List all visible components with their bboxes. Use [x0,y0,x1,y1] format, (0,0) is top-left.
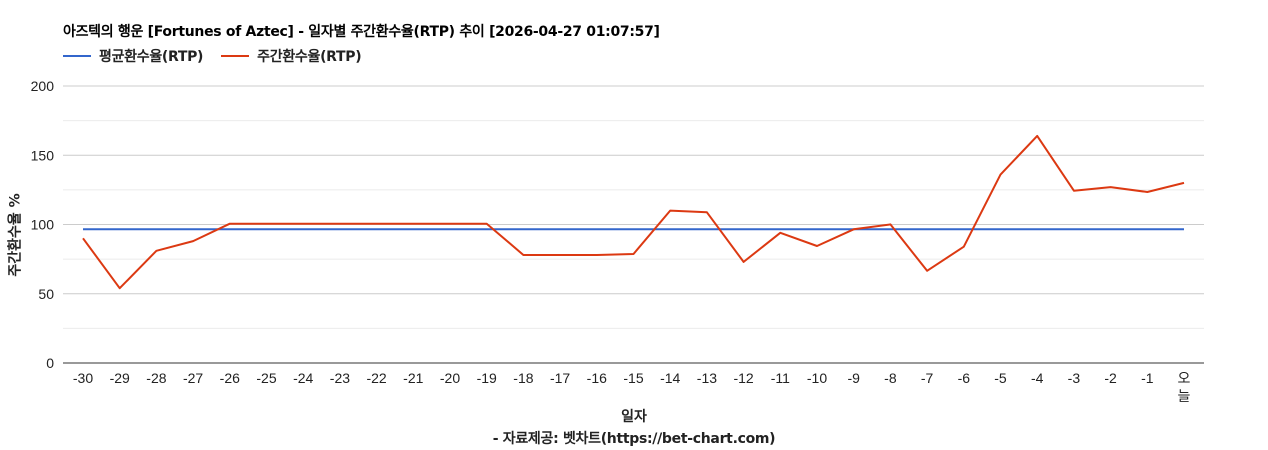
source-credit: - 자료제공: 벳차트(https://bet-chart.com) [492,431,776,447]
y-tick-label: 150 [31,147,55,163]
chart-legend: 평균환수율(RTP) 주간환수율(RTP) [63,46,379,66]
legend-item-average-rtp[interactable]: 평균환수율(RTP) [63,46,203,66]
x-tick-label: -4 [1031,370,1044,386]
x-tick-label: -24 [293,370,313,386]
y-tick-label: 100 [31,217,55,233]
chart-title: 아즈텍의 행운 [Fortunes of Aztec] - 일자별 주간환수율(… [63,24,660,40]
y-tick-label: 200 [31,78,55,94]
x-tick-label: -17 [550,370,570,386]
y-axis-label: 주간환수율 % [7,193,24,277]
x-tick-label: -12 [733,370,753,386]
x-tick-label: -7 [921,370,934,386]
legend-item-weekly-rtp[interactable]: 주간환수율(RTP) [221,46,362,66]
x-tick-label: -30 [73,370,93,386]
x-tick-label: -28 [146,370,166,386]
y-tick-label: 50 [38,286,54,302]
x-tick-label: -27 [183,370,203,386]
x-tick-label: -19 [477,370,497,386]
x-tick-label: -25 [256,370,276,386]
x-tick-label: -20 [440,370,460,386]
legend-label: 주간환수율(RTP) [257,49,362,65]
x-tick-label: -2 [1104,370,1117,386]
legend-swatch-blue-icon [63,55,91,57]
x-tick-label: -9 [847,370,860,386]
x-tick-label: -3 [1068,370,1081,386]
x-tick-label: -18 [513,370,533,386]
x-tick-label: -1 [1141,370,1154,386]
x-tick-label: 오 [1178,370,1191,386]
x-tick-label: -10 [807,370,827,386]
x-tick-label: -8 [884,370,897,386]
x-tick-label: 늘 [1178,388,1191,404]
y-tick-label: 0 [46,355,54,371]
series-line-weekly-rtp[interactable] [82,134,1185,290]
x-axis-label: 일자 [621,409,647,425]
x-tick-label: -29 [110,370,130,386]
x-tick-label: -22 [366,370,386,386]
x-tick-label: -13 [697,370,717,386]
x-tick-label: -16 [587,370,607,386]
x-tick-label: -6 [958,370,971,386]
x-tick-label: -21 [403,370,423,386]
x-tick-label: -26 [220,370,240,386]
x-tick-label: -14 [660,370,680,386]
x-tick-label: -5 [994,370,1007,386]
legend-swatch-red-icon [221,55,250,57]
x-tick-label: -23 [330,370,350,386]
x-tick-label: -15 [623,370,643,386]
x-tick-label: -11 [771,370,790,386]
legend-label: 평균환수율(RTP) [99,49,204,65]
